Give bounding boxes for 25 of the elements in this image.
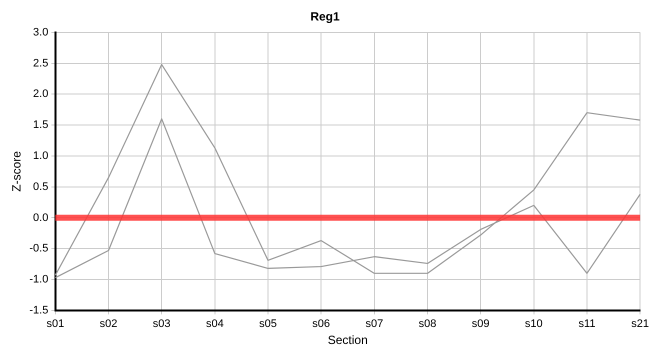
chart-title: Reg1 (310, 10, 340, 24)
x-tick-label: s05 (259, 318, 277, 330)
y-tick-label: 2.0 (33, 88, 48, 100)
x-tick-label: s03 (152, 318, 171, 330)
y-tick-label: -1.5 (29, 304, 48, 316)
y-tick-label: 3.0 (33, 26, 48, 38)
y-tick-label: -1.0 (29, 274, 48, 286)
x-axis-title: Section (328, 333, 368, 348)
x-tick-label: s11 (578, 318, 596, 330)
x-tick-label: s10 (524, 318, 543, 330)
x-tick-label: s08 (418, 318, 436, 330)
y-tick-label: 1.5 (33, 119, 48, 132)
x-tick-label: s07 (365, 318, 384, 330)
x-tick-label: s04 (206, 318, 224, 330)
y-tick-label: 0.0 (33, 212, 48, 224)
y-tick-label: 1.0 (33, 150, 48, 162)
x-tick-label: s09 (472, 318, 490, 330)
x-tick-label: s02 (100, 318, 118, 330)
y-tick-label: 0.5 (33, 180, 48, 193)
x-tick-label: s01 (46, 318, 64, 330)
y-tick-label: 2.5 (33, 57, 48, 70)
y-axis-title: Z-score (10, 150, 24, 192)
y-tick-label: -0.5 (29, 242, 48, 255)
x-tick-label: s06 (312, 318, 330, 330)
x-tick-label: s21 (631, 318, 650, 330)
